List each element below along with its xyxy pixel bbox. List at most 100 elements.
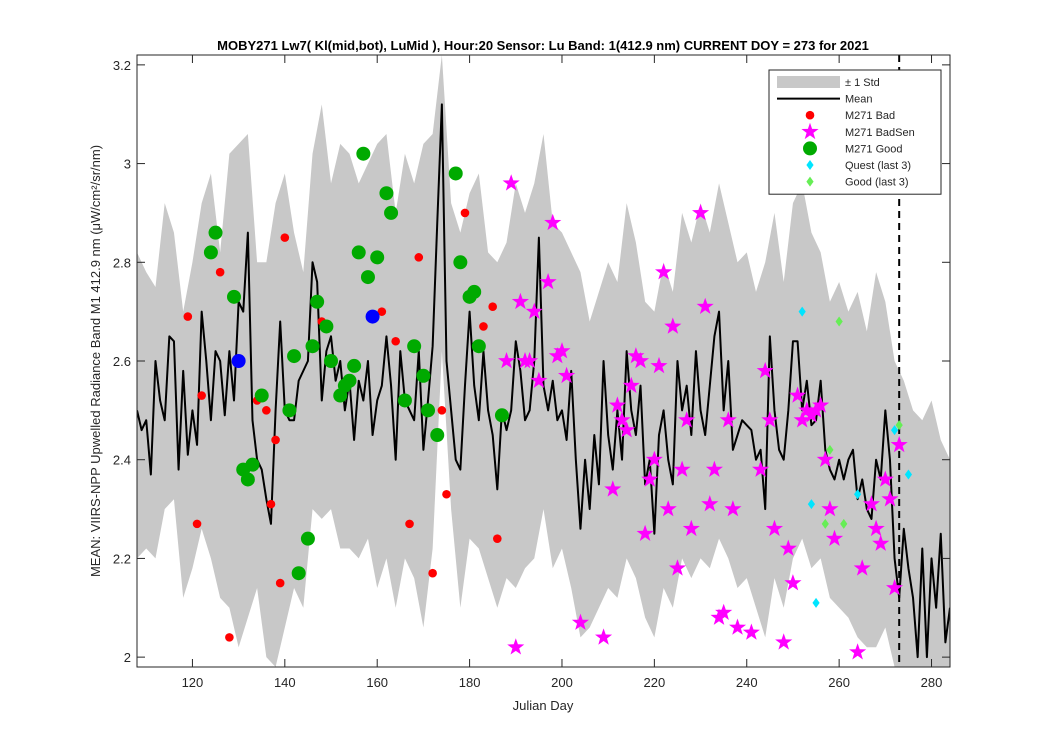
legend-label-quest-last-3: Quest (last 3)	[845, 160, 911, 172]
quest-last-3-point	[904, 469, 913, 480]
m271-good-point	[360, 270, 375, 285]
m271-good-point	[347, 358, 362, 373]
legend-label-1-std: ± 1 Std	[845, 77, 880, 89]
x-tick-label: 220	[644, 675, 666, 690]
m271-badsen-point	[876, 470, 894, 487]
m271-badsen-point	[558, 366, 576, 384]
legend-label-m271-badsen: M271 BadSen	[845, 127, 915, 139]
m271-good-point	[379, 186, 394, 201]
m271-bad-point	[275, 578, 285, 588]
m271-badsen-point	[719, 411, 737, 428]
y-axis-label: MEAN: VIIRS-NPP Upwelled Radiance Band M…	[88, 145, 103, 577]
m271-badsen-point	[650, 356, 668, 374]
m271-good-point	[416, 368, 431, 383]
m271-good-point	[370, 250, 385, 265]
legend-swatch-good-last-3	[806, 176, 814, 187]
m271-badsen-point	[613, 411, 631, 428]
m271-good-point	[467, 284, 482, 299]
m271-badsen-point	[521, 352, 539, 369]
legend-label-m271-bad: M271 Bad	[845, 110, 895, 122]
chart-title: MOBY271 Lw7( Kl(mid,bot), LuMid ), Hour:…	[217, 38, 869, 53]
m271-good-point	[448, 166, 463, 181]
m271-badsen-point	[793, 411, 811, 428]
m271-good-point	[356, 146, 371, 161]
m271-bad-point	[192, 519, 202, 529]
m271-badsen-point	[724, 500, 742, 517]
m271-bad-point	[262, 406, 271, 415]
m271-bad-point	[280, 233, 290, 242]
m271-badsen-point	[775, 633, 793, 650]
m271-good-point	[203, 245, 218, 260]
y-axis-ticks: 2 2.2 2.4 2.6 2.8 3 3.2	[113, 58, 950, 665]
m271-good-point	[287, 349, 302, 364]
m271-badsen-point	[872, 534, 890, 551]
m271-badsen-point	[645, 450, 663, 467]
mean-line	[137, 103, 950, 659]
m271-badsen-point	[729, 618, 747, 635]
good-last-3-point	[895, 420, 903, 431]
m271-bad-point	[437, 406, 447, 415]
legend: ± 1 Std Mean M271 Bad M271 BadSen M271 Good Q…	[768, 69, 942, 195]
quest-last-3-point	[798, 306, 806, 317]
quest-last-3-point	[807, 499, 816, 510]
m271-good-point	[227, 289, 242, 304]
quest-last-3-point	[854, 489, 862, 500]
m271-badsen-point	[553, 342, 571, 359]
m271-badsen-point	[867, 519, 885, 537]
m271-badsen-point	[784, 574, 802, 591]
quest-last-3-point	[812, 597, 820, 608]
legend-label-mean: Mean	[845, 94, 873, 106]
x-tick-label: 200	[551, 675, 573, 690]
m271-good-point	[282, 403, 297, 418]
m271-badsen-point	[627, 347, 645, 364]
m271-badsen-point	[756, 361, 774, 379]
m271-good-point	[305, 339, 320, 354]
m271-badsen-point	[779, 539, 797, 556]
y-tick-label: 2	[124, 650, 131, 665]
m271-bad-point	[414, 253, 424, 262]
m271-badsen-point	[862, 495, 880, 512]
x-tick-label: 120	[182, 675, 204, 690]
m271-bad-point	[479, 322, 488, 331]
m271-good-point	[245, 457, 260, 472]
m271-badsen-point	[798, 401, 816, 418]
x-tick-label: 180	[459, 675, 481, 690]
quest-last-3-point	[890, 425, 899, 436]
m271-badsen-point	[710, 608, 728, 625]
m271-good-point	[300, 531, 315, 546]
series-3-point	[365, 309, 380, 324]
m271-badsen-point	[636, 524, 654, 541]
m271-bad-point	[377, 307, 387, 316]
m271-badsen-point	[701, 495, 719, 512]
m271-badsen-point	[789, 386, 807, 403]
m271-badsen-point	[881, 490, 899, 507]
m271-good-point	[453, 255, 468, 270]
m271-badsen-point	[608, 396, 626, 413]
m271-good-point	[407, 339, 422, 354]
m271-badsen-point	[641, 470, 659, 487]
x-tick-label: 260	[828, 675, 850, 690]
m271-badsen-point	[812, 396, 830, 413]
m271-badsen-point	[631, 352, 650, 369]
y-tick-label: 2.8	[113, 255, 131, 270]
m271-badsen-point	[622, 376, 640, 393]
m271-badsen-point	[539, 273, 557, 290]
legend-swatch-m271-badsen	[801, 122, 819, 140]
m271-badsen-point	[571, 613, 589, 630]
good-last-3-point	[835, 316, 843, 327]
legend-box	[768, 69, 942, 195]
m271-bad-point	[215, 267, 225, 277]
m271-badsen-point	[692, 203, 710, 221]
m271-badsen-point	[853, 559, 871, 576]
m271-bad-point	[405, 519, 414, 529]
m271-bad-point	[225, 633, 234, 642]
m271-badsen-point	[886, 579, 904, 596]
m271-badsen-point	[816, 450, 834, 467]
m271-good-point	[291, 566, 306, 581]
m271-badsen-point	[705, 460, 723, 477]
m271-badsen-point	[664, 317, 682, 334]
y-tick-label: 3.2	[113, 58, 131, 73]
m271-good-point	[351, 245, 366, 260]
m271-badsen-point	[595, 628, 613, 645]
